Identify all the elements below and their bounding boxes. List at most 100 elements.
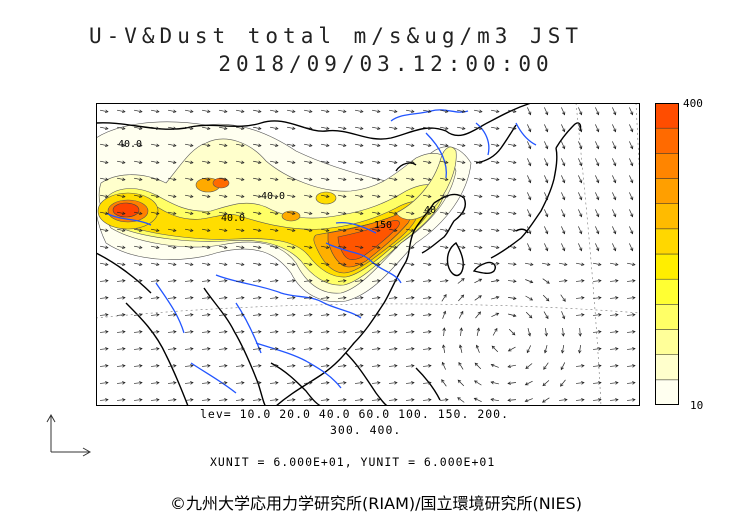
wind-vector	[406, 211, 414, 215]
wind-vector	[491, 143, 499, 147]
wind-vector	[151, 262, 159, 266]
wind-vector	[202, 109, 210, 113]
wind-vector	[303, 348, 313, 350]
wind-vector-head	[172, 109, 177, 114]
wind-vector-head	[274, 177, 279, 182]
wind-vector-head	[155, 160, 160, 165]
wind-vector	[355, 228, 363, 232]
wind-vector-head	[393, 109, 398, 114]
wind-vector-head	[564, 398, 568, 402]
wind-vector	[527, 141, 531, 149]
wind-vector	[355, 126, 363, 130]
wind-vector	[270, 194, 278, 198]
wind-vector	[612, 124, 616, 132]
wind-vector-head	[138, 109, 143, 114]
wind-vector	[202, 262, 210, 266]
wind-vector-head	[442, 327, 446, 331]
wind-vector-head	[275, 296, 279, 300]
wind-vector	[321, 143, 329, 147]
wind-vector-head	[359, 228, 364, 233]
wind-vector	[134, 109, 142, 113]
wind-vector-head	[632, 398, 636, 402]
wind-vector-head	[393, 143, 398, 148]
wind-vector-head	[461, 143, 466, 148]
wind-vector	[185, 109, 193, 113]
wind-vector	[320, 280, 330, 282]
wind-vector-head	[291, 160, 296, 165]
wind-vector-head	[292, 313, 296, 317]
colorbar-cell	[655, 203, 679, 230]
wind-vector	[629, 158, 633, 166]
wind-vector-head	[529, 262, 534, 267]
wind-vector-head	[122, 279, 126, 283]
wind-vector-head	[428, 279, 432, 283]
wind-vector-head	[598, 279, 602, 283]
wind-vector	[99, 365, 109, 367]
wind-vector	[320, 382, 330, 384]
wind-vector	[236, 177, 244, 181]
wind-vector	[287, 194, 295, 198]
wind-vector-head	[139, 313, 143, 317]
wind-vector	[286, 331, 296, 333]
wind-vector-head	[190, 313, 194, 317]
wind-vector	[474, 295, 482, 301]
wind-vector-head	[309, 330, 313, 334]
wind-vector-head	[411, 381, 415, 385]
wind-vector-head	[596, 162, 600, 167]
wind-vector	[354, 382, 364, 384]
wind-vector	[491, 109, 499, 113]
wind-vector-head	[292, 364, 296, 368]
wind-vector	[354, 348, 364, 350]
wind-vector-head	[190, 364, 194, 368]
wind-vector	[321, 211, 329, 215]
wind-vector-head	[494, 327, 498, 332]
wind-vector-head	[596, 111, 600, 116]
colorbar-cell	[655, 103, 679, 129]
wind-vector	[508, 109, 516, 113]
wind-vector	[235, 365, 245, 367]
wind-vector-head	[308, 143, 313, 148]
wind-vector	[475, 311, 481, 319]
wind-vector	[355, 160, 363, 164]
wind-vector	[236, 262, 244, 266]
wind-vector	[474, 262, 482, 266]
wind-vector	[338, 160, 346, 164]
wind-vector	[406, 245, 414, 249]
colorbar-cell	[655, 178, 679, 204]
wind-vector	[133, 365, 143, 367]
wind-vector-head	[172, 194, 177, 199]
wind-vector	[286, 365, 296, 367]
wind-vector	[578, 209, 582, 217]
wind-vector	[168, 211, 176, 215]
wind-vector	[422, 331, 432, 333]
wind-vector-head	[513, 262, 517, 266]
wind-vector-head	[444, 143, 449, 148]
wind-vector-head	[528, 213, 532, 218]
wind-vector	[321, 228, 329, 232]
wind-vector-head	[292, 330, 296, 334]
wind-vector	[355, 211, 363, 215]
wind-vector-head	[342, 126, 347, 131]
wind-vector-head	[495, 295, 500, 300]
wind-vector-head	[545, 247, 549, 252]
wind-vector-head	[495, 211, 500, 216]
wind-vector	[167, 399, 177, 401]
wind-vector	[423, 245, 431, 249]
wind-vector	[252, 331, 262, 333]
wind-vector	[629, 192, 633, 200]
wind-vector	[491, 345, 499, 353]
wind-vector-head	[342, 262, 347, 267]
wind-vector-head	[326, 381, 330, 385]
wind-vector-head	[223, 126, 228, 131]
contour-label-2: 40.0	[261, 191, 285, 202]
wind-vector-head	[376, 262, 381, 267]
colorbar-cell	[655, 127, 679, 154]
wind-vector-head	[206, 228, 211, 233]
wind-vector	[457, 143, 465, 147]
copyright-credit: ©九州大学応用力学研究所(RIAM)/国立環境研究所(NIES)	[170, 494, 582, 513]
wind-vector	[320, 365, 330, 367]
wind-vector-head	[495, 228, 500, 233]
wind-vector	[423, 194, 431, 198]
wind-vector-head	[393, 211, 398, 216]
wind-vector	[457, 262, 465, 266]
